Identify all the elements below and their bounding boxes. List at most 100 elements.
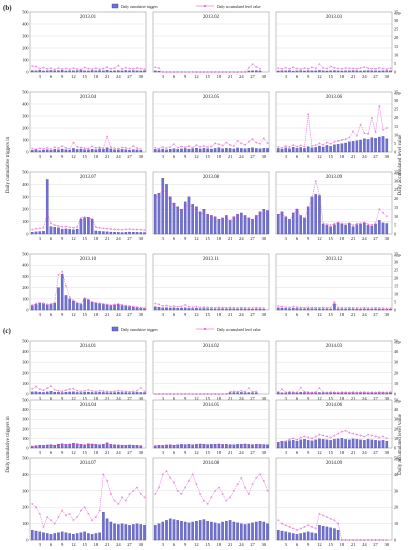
y-tick-right: 10 <box>394 381 398 386</box>
bar <box>262 148 266 153</box>
line-point <box>218 218 220 221</box>
line-point <box>359 123 362 126</box>
line-point <box>296 438 298 441</box>
line-point <box>348 391 351 394</box>
line-point <box>199 443 202 446</box>
line-point <box>31 147 34 150</box>
bar <box>276 148 280 153</box>
line-point <box>333 140 336 143</box>
line-point <box>38 388 41 391</box>
bar <box>217 147 221 153</box>
y-tick-right: 25 <box>394 187 398 192</box>
line-point <box>72 519 75 522</box>
x-tick: 3 <box>162 154 165 159</box>
bar <box>366 439 370 449</box>
bar <box>284 308 288 311</box>
line-point <box>221 393 224 395</box>
x-tick: 30 <box>261 74 266 79</box>
line-point <box>292 66 295 69</box>
line-point <box>359 391 362 394</box>
bar <box>381 440 385 449</box>
figure-panel-1: (c) Daily cumulative triggers Daily accumu… <box>3 326 403 547</box>
bar <box>42 303 45 311</box>
bar <box>102 304 105 311</box>
line-point <box>98 509 101 512</box>
x-tick: 30 <box>261 154 266 159</box>
line-point <box>329 224 332 227</box>
bar <box>109 70 113 73</box>
plot-frame <box>152 340 270 395</box>
line-point <box>68 226 71 229</box>
x-tick: 6 <box>173 236 176 241</box>
line-point <box>106 390 108 393</box>
bar <box>79 532 83 541</box>
plot-frame <box>29 340 147 395</box>
bar <box>321 146 325 153</box>
line-point <box>210 145 213 148</box>
line-point <box>374 68 377 70</box>
x-tick: 6 <box>296 396 299 401</box>
bar <box>284 70 288 73</box>
plot-frame <box>275 253 393 311</box>
line-point <box>95 444 97 446</box>
bar <box>34 530 38 541</box>
bar <box>329 70 332 73</box>
x-tick: 30 <box>384 542 389 547</box>
line-point <box>42 226 45 229</box>
y-tick-left: 500 <box>22 90 28 95</box>
line-point <box>109 391 112 393</box>
line-point <box>199 306 202 309</box>
bar <box>251 147 254 153</box>
bar <box>176 520 180 541</box>
bar <box>68 391 71 395</box>
bar <box>299 392 303 395</box>
bar <box>336 530 340 541</box>
x-tick: 27 <box>250 312 255 317</box>
line-point <box>367 433 369 436</box>
bar <box>236 308 239 311</box>
line-point <box>374 391 377 394</box>
y-tick-right: 40 <box>394 472 398 477</box>
bar <box>98 303 101 311</box>
line-point <box>232 71 235 73</box>
x-tick: 27 <box>127 450 132 455</box>
y-tick-right: 0 <box>394 308 396 313</box>
bar <box>57 532 60 541</box>
series-line <box>155 444 268 447</box>
bar <box>288 148 291 153</box>
bar <box>75 228 79 235</box>
line-point <box>98 226 101 229</box>
bar <box>306 531 310 541</box>
line-point <box>188 305 190 308</box>
line-point <box>292 144 295 147</box>
line-point <box>259 213 261 216</box>
x-tick: 9 <box>307 312 310 317</box>
line-point <box>113 228 116 231</box>
bar <box>381 136 385 153</box>
x-tick: 30 <box>138 312 143 317</box>
bar <box>247 523 251 541</box>
line-point <box>311 437 313 440</box>
line-point <box>221 493 224 495</box>
line-point <box>333 434 336 437</box>
y-tick-right: 30 <box>394 488 398 493</box>
y-tick-right: 15 <box>394 284 398 289</box>
bar <box>210 148 213 153</box>
line-point <box>173 71 175 73</box>
line-point <box>255 476 258 479</box>
y-tick-right: 10 <box>394 132 398 137</box>
line-point <box>277 145 280 148</box>
bar <box>94 392 98 395</box>
bar <box>276 530 280 541</box>
x-tick: 24 <box>116 312 121 317</box>
x-tick: 12 <box>317 542 322 547</box>
line-point <box>117 503 120 505</box>
line-point <box>262 137 265 140</box>
x-tick: 24 <box>362 542 367 547</box>
x-tick: 18 <box>340 74 345 79</box>
line-point <box>232 390 235 393</box>
y-tick-right: 20 <box>394 115 398 120</box>
y-tick-left: 0 <box>26 150 28 155</box>
y-tick-right: 25 <box>394 268 398 273</box>
